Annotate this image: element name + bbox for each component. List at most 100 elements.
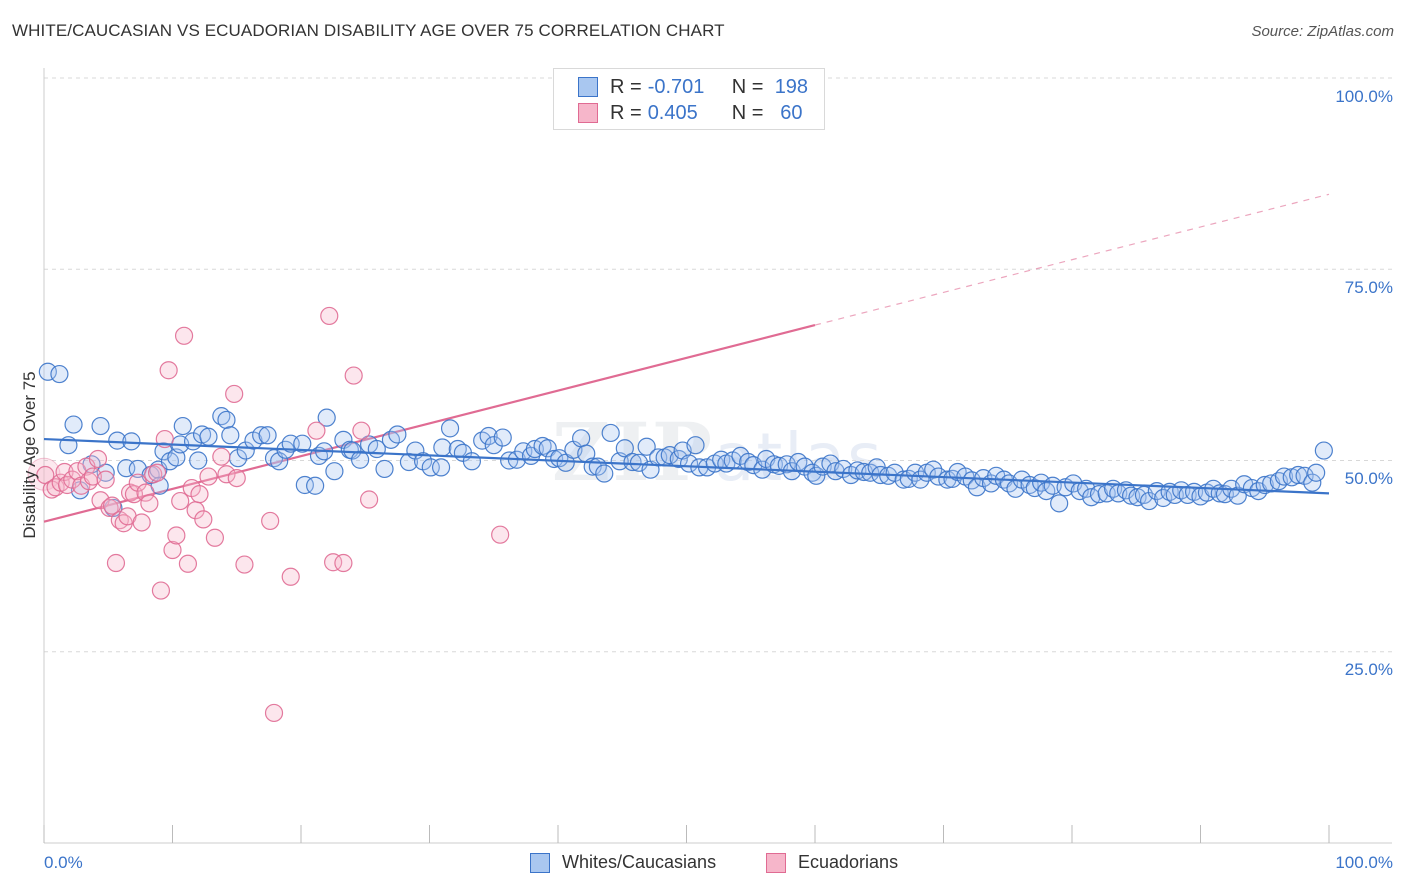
- white-point: [1122, 486, 1141, 505]
- white-point: [601, 423, 620, 443]
- legend-item-whites[interactable]: Whites/Caucasians: [530, 852, 716, 873]
- white-point: [500, 451, 519, 470]
- chart-title: WHITE/CAUCASIAN VS ECUADORIAN DISABILITY…: [12, 21, 725, 40]
- ecuadorian-point: [174, 326, 194, 345]
- legend-n-value: 198: [774, 75, 809, 98]
- white-point: [343, 441, 362, 460]
- white-point: [686, 436, 705, 455]
- ecuadorian-point: [352, 421, 371, 440]
- ecuadorian-point: [227, 468, 246, 488]
- white-point: [572, 429, 591, 448]
- y-tick-100: 100.0%: [1335, 87, 1393, 106]
- ecuadorian-point: [264, 703, 284, 723]
- ecuadorian-trend-group: [43, 193, 1330, 523]
- white-point: [669, 449, 688, 469]
- ecuadorian-point: [212, 447, 231, 466]
- ecuadorian-point: [261, 511, 280, 531]
- white-point: [252, 426, 271, 445]
- white-point: [317, 408, 336, 427]
- y-tick-75: 75.0%: [1344, 278, 1393, 297]
- ecuadorian-point: [194, 510, 213, 529]
- y-axis-label: Disability Age Over 75: [20, 371, 39, 539]
- white-point: [38, 362, 57, 381]
- white-point: [433, 438, 452, 457]
- white-point: [217, 410, 236, 430]
- white-point: [173, 416, 192, 436]
- legend-row-ecuadorians: R = 0.405 N = 60: [578, 101, 811, 125]
- white-point: [550, 449, 569, 468]
- white-trend-group: [43, 437, 1330, 495]
- white-point: [351, 450, 370, 469]
- y-tick-50: 50.0%: [1344, 469, 1393, 488]
- ecuadorian-points-group: [27, 68, 818, 723]
- white-point: [1089, 485, 1109, 504]
- ecuadorian-point: [140, 494, 159, 513]
- ecuadorian-point: [58, 475, 77, 495]
- white-point: [440, 419, 460, 438]
- ecuadorian-point: [178, 554, 198, 573]
- x-tick-100: 100.0%: [1335, 853, 1393, 872]
- ecuadorian-point: [307, 421, 326, 440]
- white-point: [479, 426, 498, 446]
- ecuadorian-point: [163, 540, 182, 560]
- axes: [43, 68, 1392, 844]
- white-point: [306, 476, 325, 495]
- white-point: [1314, 441, 1333, 460]
- white-point: [1295, 466, 1314, 485]
- ecuadorian-point: [151, 581, 171, 600]
- ecuadorian-trend-line: [43, 324, 816, 523]
- ecuadorian-point: [281, 567, 300, 586]
- ecuadorian-point: [106, 553, 126, 573]
- white-point: [295, 475, 314, 495]
- legend-label-whites: Whites/Caucasians: [562, 852, 717, 872]
- white-point: [1255, 475, 1274, 495]
- ecuadorian-point: [320, 306, 339, 326]
- legend-swatch-pink: [578, 103, 598, 123]
- ecuadorian-point: [491, 525, 510, 544]
- white-point: [595, 464, 614, 483]
- white-point: [679, 454, 699, 473]
- ecuadorian-point: [159, 361, 178, 380]
- white-point: [108, 431, 127, 450]
- white-point: [189, 451, 208, 470]
- legend-n-value: 60: [780, 101, 803, 124]
- ecuadorian-point: [128, 473, 147, 492]
- white-point: [1274, 467, 1294, 486]
- white-point: [1303, 473, 1322, 492]
- y-tick-25: 25.0%: [1344, 660, 1393, 679]
- ecuadorian-point: [334, 553, 353, 573]
- ecuadorian-point: [100, 498, 119, 518]
- ecuadorian-point: [147, 463, 167, 482]
- legend-swatch-blue: [578, 77, 598, 97]
- legend-item-ecuadorians[interactable]: Ecuadorians: [766, 852, 898, 873]
- ecuadorian-point: [225, 384, 244, 404]
- white-point: [493, 428, 512, 447]
- ecuadorian-point: [360, 490, 379, 509]
- ecuadorian-point: [103, 496, 122, 515]
- ecuadorian-point: [205, 528, 225, 547]
- legend-r-label: R =: [610, 101, 642, 124]
- ecuadorian-point: [124, 485, 144, 504]
- ecuadorian-point: [171, 491, 190, 511]
- legend-r-value: -0.701: [647, 75, 705, 98]
- legend-n-label: N =: [731, 75, 764, 98]
- white-point: [122, 432, 141, 451]
- white-point: [199, 427, 218, 446]
- ecuadorian-point: [344, 366, 363, 385]
- series-legend: Whites/Caucasians Ecuadorians: [0, 852, 1406, 876]
- ecuadorian-trend-extension: [814, 193, 1330, 326]
- white-point: [1307, 463, 1326, 482]
- ecuadorian-point: [199, 467, 218, 486]
- ecuadorian-point: [167, 526, 186, 545]
- watermark: ZIPatlas: [552, 405, 883, 499]
- legend-r-label: R =: [610, 75, 642, 98]
- white-point: [739, 452, 758, 472]
- legend-swatch-pink: [766, 852, 786, 873]
- white-point: [64, 415, 83, 434]
- source-credit: Source: ZipAtlas.com: [1251, 23, 1394, 40]
- legend-row-whites: R = -0.701 N = 198: [578, 75, 811, 99]
- white-point: [615, 439, 634, 458]
- white-point: [388, 425, 407, 444]
- ecuadorian-point: [136, 483, 155, 502]
